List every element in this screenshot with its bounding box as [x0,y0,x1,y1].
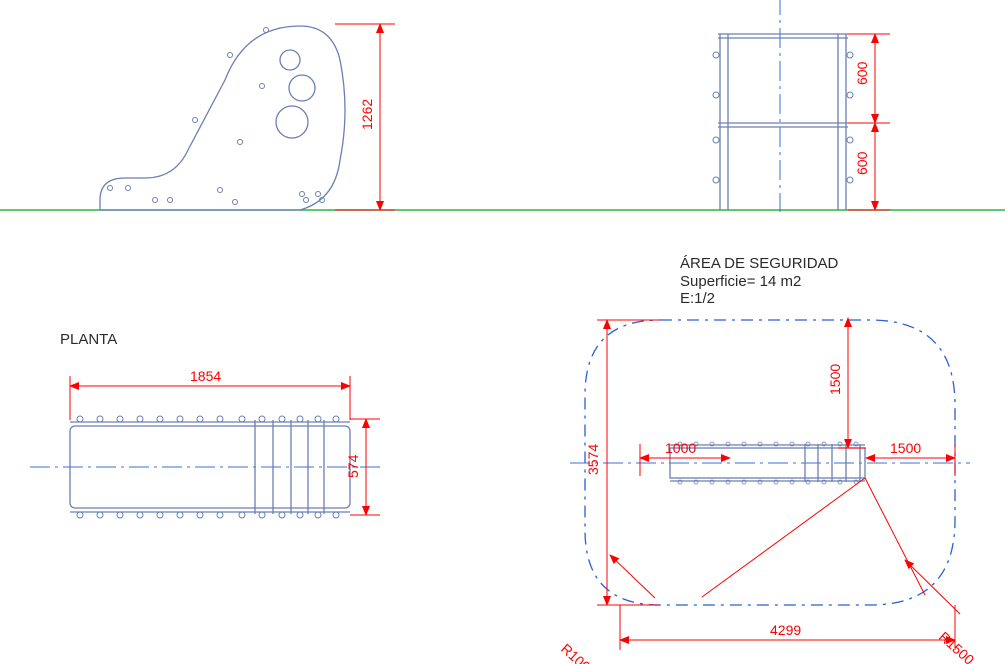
dim-1500-right: 1500 [866,440,955,476]
svg-text:574: 574 [345,454,361,478]
dim-1854: 1854 [70,368,350,420]
safety-scale: E:1/2 [680,290,715,307]
svg-text:1262: 1262 [359,99,375,130]
svg-text:4299: 4299 [770,622,801,638]
slide-outline [100,26,345,210]
svg-text:1854: 1854 [190,368,221,384]
radius-r1000: R1000 [558,555,655,664]
svg-text:R1000: R1000 [558,640,600,664]
elevation-slide: 1262 [100,24,395,210]
technical-drawing: 1262 600 600 PLANTA 1854 574 ÁREA DE SEG… [0,0,1005,664]
safety-surface: Superficie= 14 m2 [680,273,801,290]
svg-text:1000: 1000 [665,440,696,456]
dim-1500-top: 1500 [827,318,866,448]
safety-area: ÁREA DE SEGURIDAD Superficie= 14 m2 E:1/… [558,255,978,664]
dim-4299: 4299 [620,605,955,650]
elevation-ladder: 600 600 [713,0,890,212]
svg-text:1500: 1500 [890,440,921,456]
svg-text:1500: 1500 [827,364,843,395]
dim-600-lower: 600 [848,123,890,210]
svg-text:600: 600 [854,151,870,175]
svg-text:600: 600 [854,61,870,85]
safety-title: ÁREA DE SEGURIDAD [680,255,839,272]
svg-text:R1500: R1500 [936,628,978,664]
plan-view: PLANTA 1854 574 [30,331,385,518]
dim-1262: 1262 [335,24,395,210]
dim-600-upper: 600 [848,34,890,123]
planta-label: PLANTA [60,331,117,348]
svg-text:3574: 3574 [585,444,601,475]
